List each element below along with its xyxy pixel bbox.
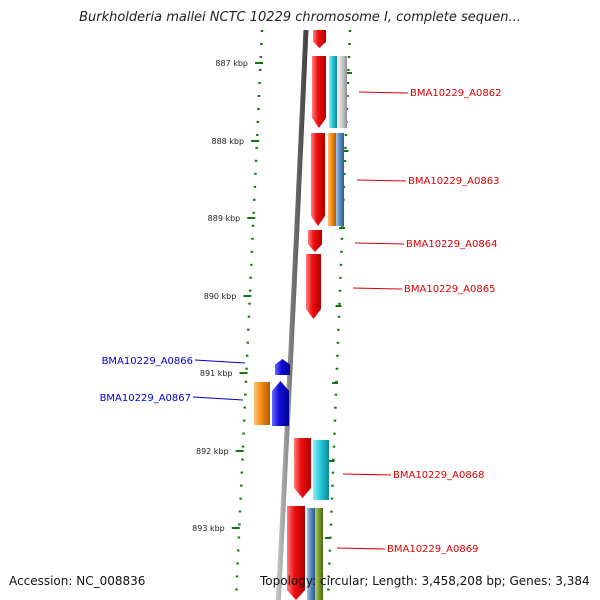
gene-leader-line (342, 473, 392, 476)
steel-track-block (336, 133, 344, 226)
forward-gene-arrow (313, 30, 326, 48)
olive-track-block (315, 508, 323, 600)
steel-track-block (307, 508, 315, 600)
gene-label: BMA10229_A0864 (406, 239, 497, 250)
gene-label: BMA10229_A0869 (387, 544, 478, 555)
gene-leader-line (194, 359, 246, 364)
forward-gene-arrow (294, 438, 311, 498)
forward-gene-arrow (287, 506, 305, 600)
orange-track-block (328, 133, 336, 226)
cyan-track-block (329, 56, 337, 128)
gene-label: BMA10229_A0865 (404, 284, 495, 295)
orange-track-block (254, 382, 270, 425)
gene-leader-line (336, 547, 386, 550)
map-title: Burkholderia mallei NCTC 10229 chromosom… (79, 10, 521, 25)
gene-leader-line (354, 242, 405, 245)
gene-label: BMA10229_A0862 (410, 88, 501, 99)
forward-gene-arrow (312, 56, 326, 128)
gene-leader-line (358, 91, 409, 94)
kbp-tick-label: 888 kbp (211, 137, 244, 146)
kbp-tick-label: 889 kbp (208, 214, 241, 223)
reverse-gene-arrow (272, 381, 289, 426)
kbp-tick-label: 891 kbp (200, 369, 233, 378)
gene-leader-line (356, 179, 407, 182)
left-dotted-guide (234, 29, 264, 600)
cyan-track-block (313, 440, 329, 500)
topology-text: Topology: circular; Length: 3,458,208 bp… (260, 574, 590, 588)
kbp-tick-label: 893 kbp (192, 524, 225, 533)
gene-label: BMA10229_A0863 (408, 176, 499, 187)
kbp-tick-label: 887 kbp (215, 59, 248, 68)
kbp-tick-label: 892 kbp (196, 447, 229, 456)
gene-label: BMA10229_A0868 (393, 470, 484, 481)
forward-gene-arrow (308, 230, 322, 252)
forward-gene-arrow (311, 133, 325, 226)
accession-text: Accession: NC_008836 (9, 574, 146, 588)
kbp-tick-label: 890 kbp (204, 292, 237, 301)
forward-gene-arrow (306, 254, 321, 319)
gene-leader-line (192, 396, 244, 401)
chromosome-backbone (275, 29, 309, 600)
gene-leader-line (352, 287, 403, 290)
gene-label: BMA10229_A0867 (100, 393, 191, 404)
gene-label: BMA10229_A0866 (102, 356, 193, 367)
reverse-gene-arrow (275, 359, 290, 375)
gray-track-block (338, 56, 347, 128)
